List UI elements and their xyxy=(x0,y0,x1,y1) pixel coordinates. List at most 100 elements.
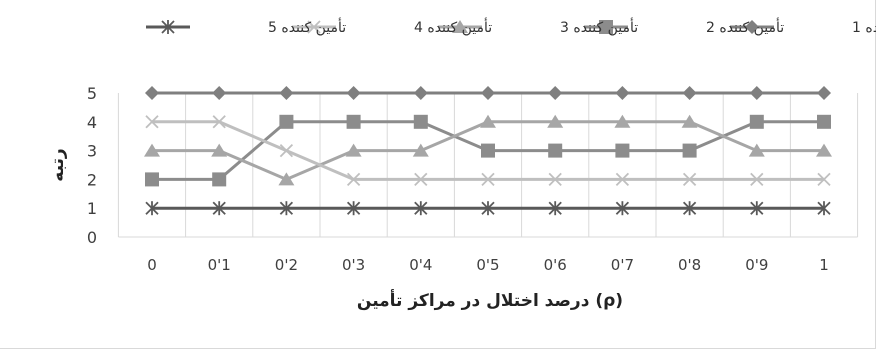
x-tick-label: 0 xyxy=(147,256,157,274)
data-point xyxy=(145,201,159,216)
data-point xyxy=(412,143,429,157)
marker-shape xyxy=(817,172,831,187)
marker-shape xyxy=(745,20,759,34)
marker-shape xyxy=(307,20,321,34)
data-point xyxy=(346,172,361,187)
y-tick-label: 4 xyxy=(87,113,97,132)
y-tick-label: 5 xyxy=(87,84,97,103)
legend-label: تأمین کننده 1 xyxy=(852,17,876,36)
data-point xyxy=(212,172,227,187)
legend-item: تأمین کننده 4 xyxy=(292,17,492,36)
data-point xyxy=(145,172,159,187)
marker-shape xyxy=(481,143,495,158)
marker-shape xyxy=(817,86,831,100)
data-point xyxy=(346,201,361,216)
marker-shape xyxy=(599,20,613,34)
data-point xyxy=(615,201,630,216)
data-point xyxy=(413,86,428,100)
marker-shape xyxy=(548,172,562,187)
marker-shape xyxy=(480,114,496,128)
x-tick-label: 0'4 xyxy=(409,256,432,274)
data-point xyxy=(682,86,697,100)
data-point xyxy=(548,172,562,187)
data-point xyxy=(817,172,831,187)
series-4 xyxy=(145,115,831,187)
data-point xyxy=(817,114,831,129)
data-point xyxy=(681,114,698,128)
data-point xyxy=(279,143,294,158)
data-point xyxy=(212,115,226,129)
y-tick-label: 0 xyxy=(87,228,97,247)
x-tick-label: 0'9 xyxy=(745,256,768,274)
legend-item: تأمین کننده 5 xyxy=(146,17,346,36)
data-point xyxy=(548,86,563,100)
data-point xyxy=(279,86,294,100)
x-tick-label: 0'1 xyxy=(208,256,231,274)
grid-layer xyxy=(117,93,859,237)
y-axis-title: رتبه xyxy=(48,148,68,181)
x-tick-label: 0'2 xyxy=(275,256,298,274)
marker-shape xyxy=(212,172,227,187)
y-tick-label: 2 xyxy=(87,170,97,189)
marker-shape xyxy=(817,114,831,129)
legend: تأمین کننده 1 تأمین کننده 2 تأمین کننده 3 ت… xyxy=(146,17,876,36)
marker-shape xyxy=(481,86,495,100)
marker-shape xyxy=(211,143,228,157)
legend-label: تأمین کننده 4 xyxy=(414,17,492,36)
data-point xyxy=(279,201,294,216)
marker-shape xyxy=(145,172,159,187)
marker-shape xyxy=(547,114,564,128)
data-point xyxy=(345,143,362,157)
data-point xyxy=(817,201,831,216)
series-5 xyxy=(145,201,831,216)
legend-marker xyxy=(599,20,613,34)
data-point xyxy=(145,115,159,129)
marker-shape xyxy=(452,20,468,33)
data-point xyxy=(145,86,159,100)
marker-shape xyxy=(279,86,294,100)
marker-shape xyxy=(749,114,764,129)
marker-shape xyxy=(413,86,428,100)
x-tick-label: 0'6 xyxy=(544,256,567,274)
data-point xyxy=(481,143,495,158)
data-point xyxy=(817,86,831,100)
marker-shape xyxy=(346,172,361,187)
series-layer xyxy=(144,86,832,216)
legend-marker xyxy=(452,20,468,33)
marker-shape xyxy=(279,143,294,158)
data-point xyxy=(749,86,764,100)
marker-shape xyxy=(145,115,159,129)
legend-label: تأمین کننده 5 xyxy=(268,17,346,36)
data-point xyxy=(749,114,764,129)
data-point xyxy=(278,172,295,186)
data-point xyxy=(682,172,697,187)
data-point xyxy=(144,143,160,157)
marker-shape xyxy=(279,114,294,129)
marker-shape xyxy=(682,143,697,158)
data-point xyxy=(682,201,697,216)
legend-item: تأمین کننده 3 xyxy=(438,17,638,36)
marker-shape xyxy=(144,143,160,157)
legend-item: تأمین کننده 1 xyxy=(730,17,876,36)
x-tick-label: 0'8 xyxy=(678,256,701,274)
data-point xyxy=(211,143,228,157)
data-point xyxy=(346,114,361,129)
marker-shape xyxy=(481,172,495,187)
data-point xyxy=(615,172,630,187)
data-point xyxy=(414,201,428,216)
marker-shape xyxy=(346,114,361,129)
marker-shape xyxy=(414,172,428,187)
data-point xyxy=(750,201,764,216)
marker-shape xyxy=(413,114,428,129)
data-point xyxy=(481,201,495,216)
series-1 xyxy=(145,86,831,100)
series-3 xyxy=(144,114,832,186)
legend-marker xyxy=(161,20,175,34)
marker-shape xyxy=(212,86,227,100)
y-tick-label: 1 xyxy=(87,199,97,218)
x-axis-title: درصد اختلال در مراکز تأمین (ρ) xyxy=(357,289,623,311)
data-point xyxy=(413,114,428,129)
marker-shape xyxy=(615,172,630,187)
